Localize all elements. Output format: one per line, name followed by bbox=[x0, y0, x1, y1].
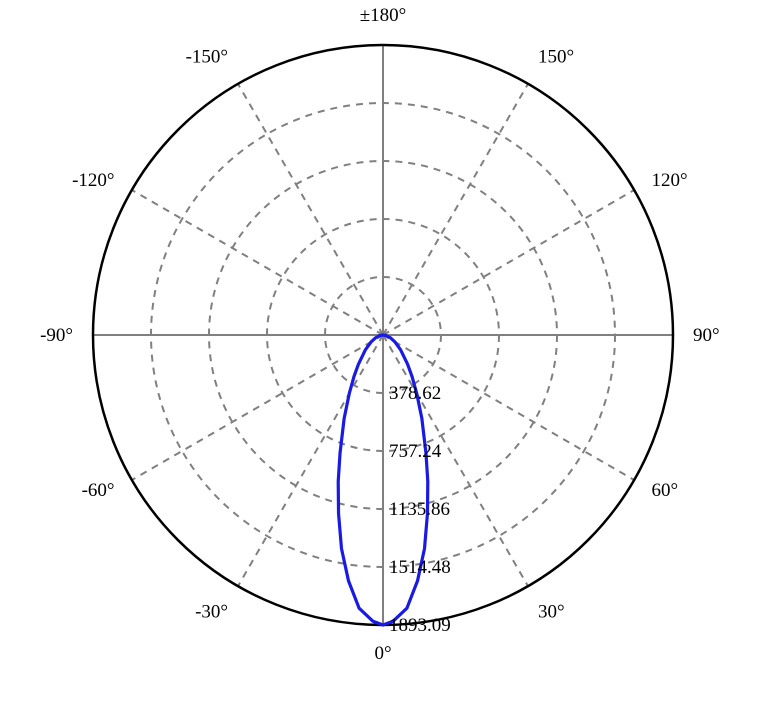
angle-tick-label: 0° bbox=[374, 643, 391, 664]
polar-chart: 378.62 757.24 1135.86 1514.48 1893.09 0° 30° 60… bbox=[0, 0, 766, 706]
angle-tick-label: -60° bbox=[82, 480, 115, 501]
radial-tick-label: 378.62 bbox=[389, 383, 441, 404]
angle-tick-label: -120° bbox=[72, 170, 114, 191]
angle-tick-label: -150° bbox=[186, 47, 228, 68]
angle-tick-label: 30° bbox=[538, 601, 565, 622]
angle-tick-label: 90° bbox=[693, 325, 720, 346]
angle-tick-label: -30° bbox=[195, 601, 228, 622]
radial-tick-label: 1893.09 bbox=[389, 615, 451, 636]
angle-tick-label: ±180° bbox=[360, 5, 407, 26]
angle-tick-label: 60° bbox=[651, 480, 678, 501]
radial-tick-label: 757.24 bbox=[389, 441, 442, 462]
radial-tick-label: 1135.86 bbox=[389, 499, 450, 520]
angle-tick-label: -90° bbox=[40, 325, 73, 346]
radial-tick-label: 1514.48 bbox=[389, 557, 451, 578]
angle-tick-label: 120° bbox=[651, 170, 687, 191]
angle-tick-label: 150° bbox=[538, 47, 574, 68]
